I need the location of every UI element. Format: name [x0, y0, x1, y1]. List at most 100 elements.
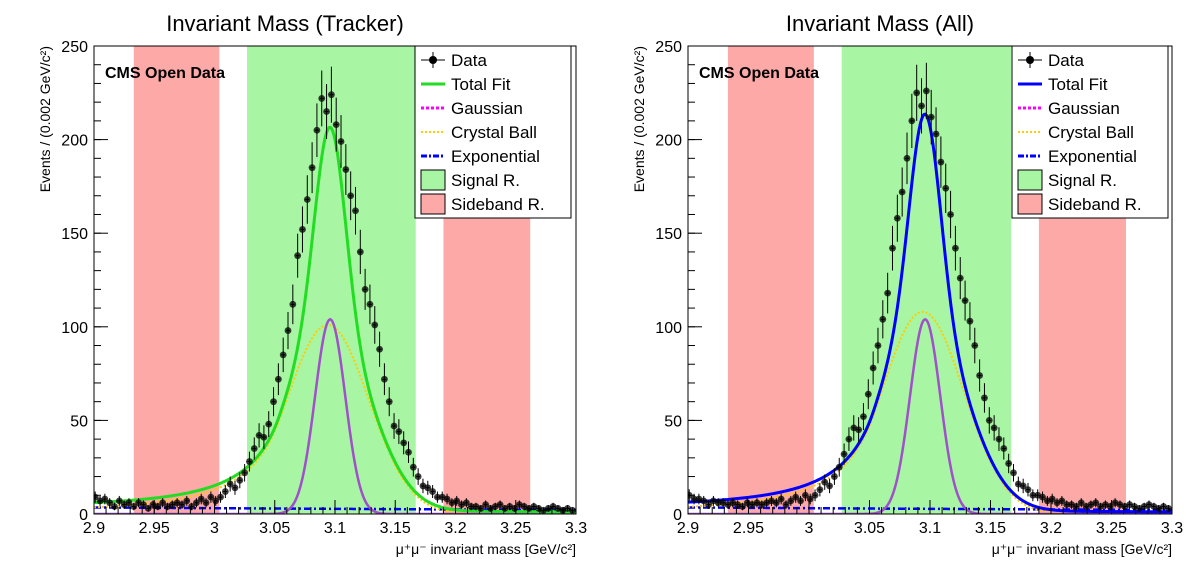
x-tick-label: 2.95 — [733, 520, 764, 537]
x-tick-label: 3.25 — [500, 520, 531, 537]
data-point — [864, 390, 872, 398]
data-point — [197, 495, 205, 503]
data-point — [1010, 469, 1017, 477]
data-point — [371, 321, 379, 329]
data-point — [952, 244, 959, 252]
data-point — [154, 503, 162, 510]
data-point — [381, 375, 388, 383]
data-point — [860, 413, 867, 421]
data-point — [434, 493, 441, 501]
data-point — [376, 345, 383, 353]
cms-annotation: CMS Open Data — [105, 65, 225, 82]
data-point — [1005, 460, 1013, 467]
x-tick-label: 3 — [210, 520, 219, 537]
data-point — [337, 138, 345, 145]
data-point — [467, 503, 475, 510]
data-point — [981, 394, 988, 402]
data-point — [855, 426, 863, 434]
x-tick-label: 3.05 — [854, 520, 885, 537]
y-tick-label: 200 — [655, 133, 682, 150]
data-point — [568, 506, 576, 514]
data-point — [323, 108, 330, 115]
data-point — [777, 495, 785, 503]
x-tick-label: 3.1 — [324, 520, 346, 537]
legend-label: Total Fit — [451, 75, 511, 94]
data-point — [826, 482, 833, 490]
data-point — [496, 501, 504, 509]
data-point — [985, 417, 993, 424]
data-point — [869, 364, 877, 372]
data-point — [361, 285, 369, 293]
data-point — [947, 211, 954, 218]
crystal-ball-curve — [94, 323, 576, 514]
x-tick-label: 3 — [805, 520, 814, 537]
data-point — [772, 499, 780, 507]
y-tick-label: 100 — [655, 320, 682, 337]
data-point — [976, 372, 984, 379]
legend-label: Signal R. — [451, 171, 520, 190]
data-point — [482, 501, 490, 509]
legend-box-swatch — [420, 193, 446, 215]
y-tick-label: 0 — [673, 507, 682, 524]
chart-panel-1: 2.9 2.95 3 3.05 3.1 3.15 3.2 3.25 3.3 0 50 100 150 20… — [37, 11, 587, 557]
legend-label: Crystal Ball — [451, 123, 537, 142]
data-point — [845, 435, 853, 443]
data-point — [111, 503, 118, 510]
legend-label: Signal R. — [1048, 171, 1117, 190]
data-point — [1039, 493, 1046, 501]
data-point — [956, 274, 964, 282]
legend-box-swatch — [1017, 193, 1043, 215]
data-point — [178, 501, 186, 509]
data-point — [705, 501, 712, 509]
total-fit-curve — [94, 125, 576, 514]
data-point — [879, 315, 887, 323]
data-point — [352, 207, 359, 215]
data-point — [289, 300, 297, 308]
data-point — [390, 422, 398, 430]
x-tick-label: 2.9 — [83, 520, 105, 537]
data-point — [106, 499, 114, 507]
data-point — [260, 433, 268, 441]
data-point — [313, 126, 321, 134]
data-point — [250, 445, 258, 452]
x-tick-label: 3.3 — [565, 520, 587, 537]
x-tick-label: 2.95 — [139, 520, 170, 537]
x-tick-label: 3.15 — [380, 520, 411, 537]
data-point — [400, 439, 408, 447]
data-point — [332, 121, 340, 129]
y-tick-label: 50 — [70, 413, 88, 430]
legend-label: Gaussian — [1048, 99, 1120, 118]
gaussian-curve — [688, 317, 1172, 514]
data-point — [908, 117, 916, 125]
data-point — [409, 463, 417, 471]
x-tick-label: 3.25 — [1096, 520, 1127, 537]
data-point — [327, 91, 335, 99]
sideband-region-left — [133, 46, 220, 514]
x-tick-label: 3.05 — [259, 520, 290, 537]
data-point — [193, 499, 200, 507]
legend-label: Sideband R. — [451, 195, 545, 214]
data-point — [995, 435, 1003, 443]
data-point — [226, 480, 234, 488]
data-point — [961, 297, 969, 304]
legend-label: Data — [1048, 51, 1084, 70]
data-point — [274, 375, 282, 383]
total-fit-curve — [688, 112, 1172, 514]
data-point — [462, 499, 470, 507]
data-point — [207, 493, 215, 501]
legend-data-marker — [429, 56, 437, 64]
data-point — [840, 450, 848, 458]
data-point — [797, 497, 804, 505]
chart-title: Invariant Mass (Tracker) — [166, 11, 404, 36]
chart-title: Invariant Mass (All) — [786, 11, 974, 36]
data-point — [690, 495, 698, 503]
data-point — [159, 499, 167, 507]
x-tick-label: 3.1 — [919, 520, 941, 537]
data-point — [811, 491, 819, 499]
data-point — [270, 398, 277, 406]
data-point — [801, 491, 809, 499]
data-point — [1019, 482, 1027, 490]
x-tick-label: 3.15 — [975, 520, 1006, 537]
cms-annotation: CMS Open Data — [699, 65, 819, 82]
data-point — [874, 342, 882, 349]
